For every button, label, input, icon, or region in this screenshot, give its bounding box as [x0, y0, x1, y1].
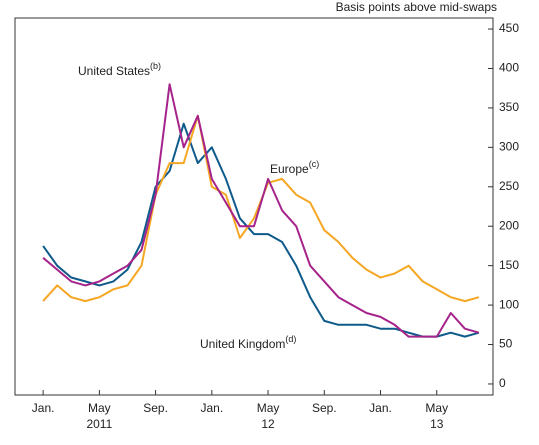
x-tick-label: May	[88, 401, 111, 415]
y-tick-label: 450	[499, 21, 519, 35]
y-axis-label: Basis points above mid-swaps	[336, 0, 497, 14]
x-tick-label: May	[425, 401, 448, 415]
x-year-label: 13	[430, 417, 444, 431]
x-tick-label: May	[257, 401, 280, 415]
x-tick-label: Jan.	[369, 401, 392, 415]
series-label: Europe(c)	[270, 159, 319, 176]
plot-frame	[14, 17, 494, 396]
y-tick-label: 250	[499, 179, 519, 193]
series-line	[42, 114, 480, 303]
series-name: Europe	[270, 162, 309, 176]
x-year-label: 2011	[86, 417, 112, 431]
y-tick-label: 150	[499, 258, 519, 272]
series-name: United Kingdom	[200, 337, 285, 351]
y-tick-label: 400	[499, 61, 519, 75]
x-tick-label: Sep.	[143, 401, 168, 415]
y-tick-label: 300	[499, 140, 519, 154]
series-label: United Kingdom(d)	[200, 334, 296, 351]
y-tick-label: 350	[499, 100, 519, 114]
x-year-label: 12	[261, 417, 275, 431]
x-tick-label: Jan.	[32, 401, 55, 415]
x-tick-label: Jan.	[200, 401, 223, 415]
series-label: United States(b)	[78, 61, 161, 78]
x-tick-label: Sep.	[312, 401, 337, 415]
series-note: (c)	[309, 159, 320, 169]
y-tick-label: 200	[499, 218, 519, 232]
y-tick-label: 100	[499, 297, 519, 311]
series-name: United States	[78, 64, 150, 78]
y-tick-label: 50	[499, 337, 513, 351]
series-line	[42, 122, 480, 338]
series-line	[42, 83, 480, 338]
series-note: (b)	[150, 61, 161, 71]
y-tick-label: 0	[499, 376, 506, 390]
series-note: (d)	[285, 334, 296, 344]
